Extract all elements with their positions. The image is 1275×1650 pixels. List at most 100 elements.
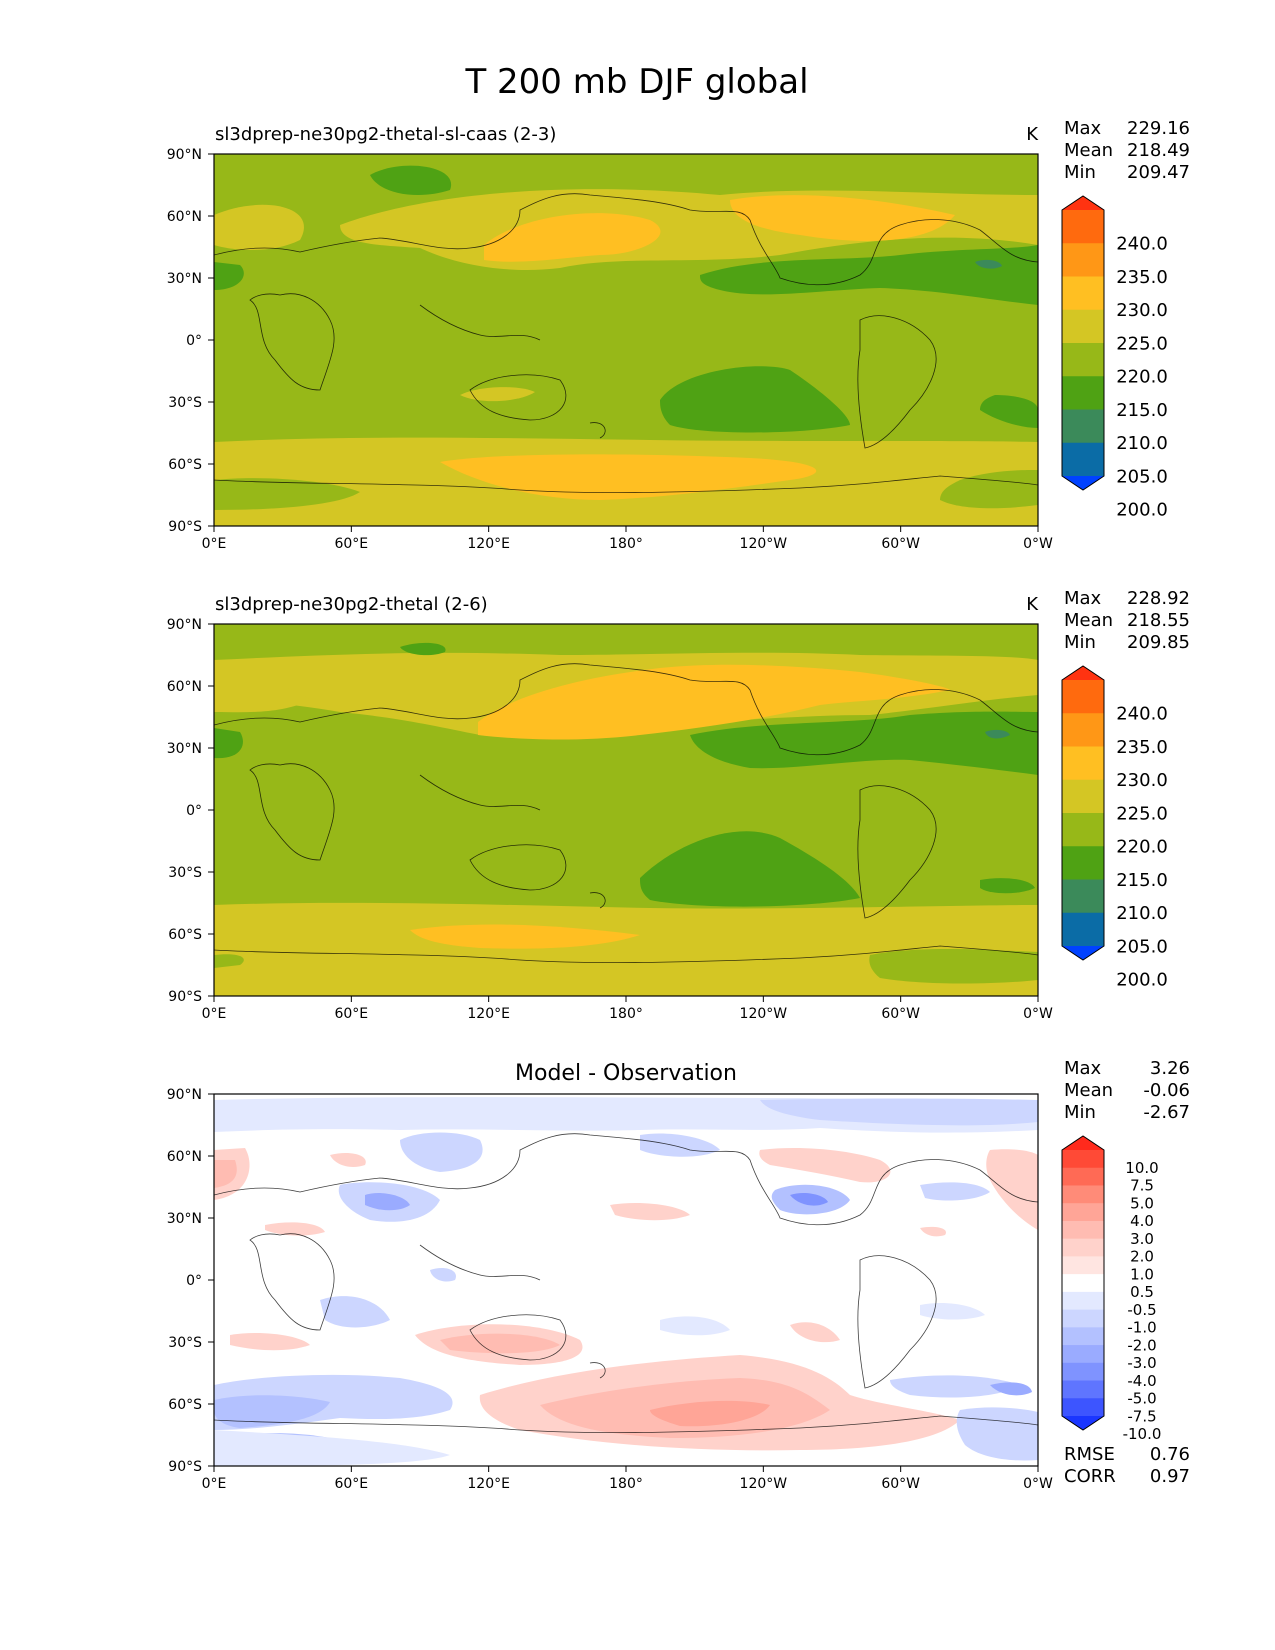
stat-label: Max [1064, 1058, 1102, 1079]
colorbar-segment [1062, 680, 1104, 714]
stat-label: Mean [1064, 1080, 1113, 1101]
colorbar-segment [1062, 210, 1104, 244]
colorbar-segment [1062, 1150, 1104, 1169]
lon-tick-label: 0°W [1023, 1006, 1053, 1022]
colorbar-segment [1062, 1291, 1104, 1311]
lat-tick-label: 0° [186, 1273, 202, 1289]
colorbar-segment [1062, 1380, 1104, 1399]
panel-1-lon-axis: 0°E 60°E 120°E 180° 120°W 60°W 0°W [202, 526, 1053, 552]
stat-label: Min [1064, 632, 1096, 653]
panel-3-lat-axis: 90°N 60°N 30°N 0° 30°S 60°S 90°S [167, 1087, 214, 1475]
panel-3-colorbar: 10.07.55.04.03.02.01.00.5-0.5-1.0-2.0-3.… [1061, 1135, 1162, 1443]
colorbar-segment [1062, 409, 1104, 444]
colorbar-tick-label: 200.0 [1116, 970, 1168, 991]
colorbar-segment [1062, 1220, 1104, 1240]
lat-tick-label: 60°S [168, 1397, 202, 1413]
colorbar-extend-min [1062, 476, 1104, 490]
colorbar-extend-min [1062, 1416, 1104, 1430]
colorbar-segment [1062, 746, 1104, 781]
colorbar-tick-label: -10.0 [1123, 1425, 1162, 1443]
lon-tick-label: 120°W [740, 1476, 788, 1492]
colorbar-tick-label: 225.0 [1116, 333, 1168, 354]
lon-tick-label: 120°E [467, 536, 510, 552]
panel-2-title: sl3dprep-ne30pg2-thetal (2-6) [215, 594, 488, 615]
lat-tick-label: 30°S [168, 865, 202, 881]
colorbar-segment [1062, 713, 1104, 747]
panel-1-title: sl3dprep-ne30pg2-thetal-sl-caas (2-3) [215, 124, 556, 145]
colorbar-tick-label: 235.0 [1116, 737, 1168, 758]
panel-2-stats: Max 228.92 Mean 218.55 Min 209.85 [1064, 588, 1190, 653]
colorbar-segment [1062, 376, 1104, 410]
colorbar-segment [1062, 1238, 1104, 1257]
panel-1-map [214, 154, 1038, 526]
lon-tick-label: 120°E [467, 1006, 510, 1022]
colorbar-tick-label: 210.0 [1116, 903, 1168, 924]
colorbar-segment [1062, 1256, 1104, 1275]
lat-tick-label: 90°S [168, 989, 202, 1005]
lon-tick-label: 60°W [881, 536, 920, 552]
colorbar-segment [1062, 309, 1104, 344]
colorbar-segment [1062, 243, 1104, 277]
lon-tick-label: 0°W [1023, 1476, 1053, 1492]
lat-tick-label: 30°N [167, 1211, 202, 1227]
panel-1-stats: Max 229.16 Mean 218.49 Min 209.47 [1064, 118, 1190, 183]
colorbar-segment [1062, 1309, 1104, 1328]
colorbar-segment [1062, 1362, 1104, 1382]
panel-2-colorbar: 240.0 235.0 230.0 225.0 220.0 215.0 210.0 205.0… [1061, 665, 1168, 991]
panel-1: sl3dprep-ne30pg2-thetal-sl-caas (2-3) K … [167, 118, 1190, 552]
colorbar-tick-label: 225.0 [1116, 803, 1168, 824]
stat-value: -0.06 [1143, 1080, 1190, 1101]
panel-3-lon-axis: 0°E 60°E 120°E 180° 120°W 60°W 0°W [202, 1466, 1053, 1492]
colorbar-segment [1062, 879, 1104, 914]
lon-tick-label: 60°E [334, 1006, 368, 1022]
colorbar-outline [1061, 195, 1105, 491]
lat-tick-label: 60°N [167, 1149, 202, 1165]
panel-2-map [214, 624, 1038, 996]
panel-2-lat-axis: 90°N 60°N 30°N 0° 30°S 60°S 90°S [167, 617, 214, 1005]
lon-tick-label: 60°W [881, 1476, 920, 1492]
panel-3-title: Model - Observation [515, 1061, 737, 1086]
stat-value: 209.85 [1127, 632, 1190, 653]
colorbar-tick-label: -0.5 [1127, 1301, 1156, 1319]
lon-tick-label: 0°E [202, 1476, 227, 1492]
colorbar-tick-label: 240.0 [1116, 234, 1168, 255]
colorbar-tick-label: 205.0 [1116, 936, 1168, 957]
panel-1-coastlines [214, 193, 1038, 494]
colorbar-tick-label: -7.5 [1127, 1407, 1156, 1425]
lon-tick-label: 120°E [467, 1476, 510, 1492]
colorbar-tick-label: 230.0 [1116, 300, 1168, 321]
stat-label: Min [1064, 162, 1096, 183]
colorbar-segment [1062, 1203, 1104, 1222]
lat-tick-label: 0° [186, 803, 202, 819]
colorbar-tick-label: 210.0 [1116, 433, 1168, 454]
stat-value: 209.47 [1127, 162, 1190, 183]
colorbar-segment [1062, 343, 1104, 377]
colorbar-segment [1062, 912, 1104, 947]
lon-tick-label: 120°W [740, 536, 788, 552]
lon-tick-label: 180° [609, 1006, 643, 1022]
lon-tick-label: 180° [609, 536, 643, 552]
lat-tick-label: 30°S [168, 1335, 202, 1351]
colorbar-tick-label: 1.0 [1130, 1265, 1154, 1283]
lat-tick-label: 90°N [167, 147, 202, 163]
colorbar-segment [1062, 1185, 1104, 1204]
colorbar-tick-label: -1.0 [1127, 1319, 1156, 1337]
stat-label: CORR [1064, 1466, 1116, 1487]
panel-3: Model - Observation 90°N 60°N 30°N 0° 30°S 60… [167, 1058, 1190, 1492]
colorbar-tick-label: 200.0 [1116, 500, 1168, 521]
lat-tick-label: 90°N [167, 617, 202, 633]
colorbar-extend-min [1062, 946, 1104, 960]
lon-tick-label: 0°E [202, 536, 227, 552]
stat-value: 229.16 [1127, 118, 1190, 139]
colorbar-outline [1061, 1135, 1105, 1431]
lat-tick-label: 30°N [167, 741, 202, 757]
panel-2-coastlines [214, 663, 1038, 964]
lat-tick-label: 60°N [167, 679, 202, 695]
panel-2-lon-axis: 0°E 60°E 120°E 180° 120°W 60°W 0°W [202, 996, 1053, 1022]
lon-tick-label: 60°E [334, 1476, 368, 1492]
colorbar-tick-label: -3.0 [1127, 1354, 1156, 1372]
colorbar-tick-label: -5.0 [1127, 1390, 1156, 1408]
stat-label: Mean [1064, 140, 1113, 161]
stat-label: RMSE [1064, 1444, 1115, 1465]
